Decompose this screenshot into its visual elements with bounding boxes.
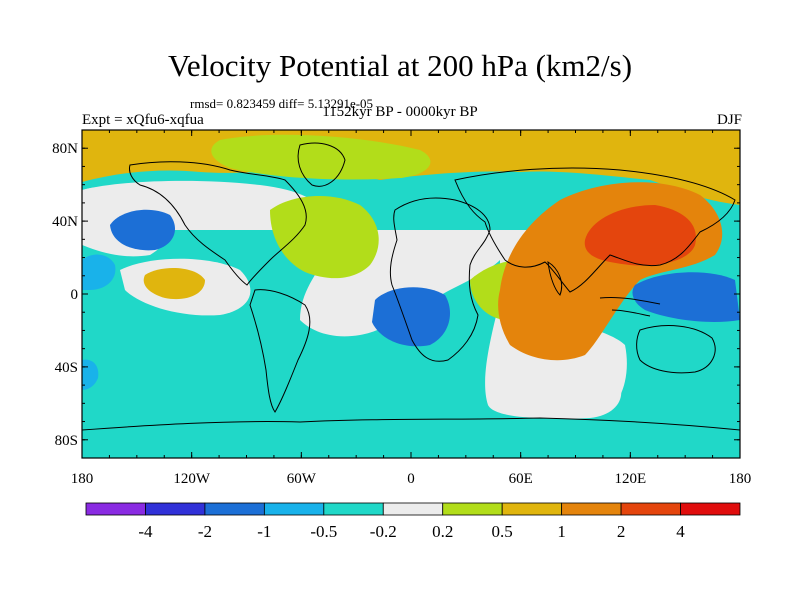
lat-tick-label: 40N (52, 214, 78, 230)
colorbar-swatch (501, 502, 563, 516)
lon-tick-label: 120W (173, 471, 211, 487)
lat-tick-label: 80N (52, 141, 78, 157)
colorbar-label: -2 (198, 522, 212, 541)
colorbar-swatch (145, 502, 206, 516)
colorbar-label: 1 (557, 522, 566, 541)
coast-antarctica (82, 417, 740, 431)
north-pacific-low (110, 209, 175, 251)
colorbar-swatch (323, 502, 384, 516)
coast-india (547, 261, 563, 296)
coast-indonesia (599, 297, 661, 317)
season-label: DJF (716, 112, 742, 128)
axis-ticks: 80N 40N 0 40S 80S 180 120W 60W 0 60E 120E 180 (52, 129, 752, 487)
southern-indian-neutral (488, 374, 622, 419)
coast-australia (636, 325, 716, 374)
lon-tick-label: 120E (614, 471, 646, 487)
lon-tick-label: 180 (71, 471, 94, 487)
stats-text: rmsd= 0.823459 diff= 5.13291e-05 (190, 96, 374, 111)
asia-maximum (584, 205, 696, 266)
colorbar-swatch (561, 502, 622, 516)
neutral-band (82, 180, 627, 418)
colorbar-swatch (382, 502, 444, 516)
pacific-warm-blob (143, 268, 205, 300)
lon-tick-label: 60E (509, 471, 533, 487)
colorbar-swatch (204, 502, 265, 516)
colorbar-swatch (680, 502, 741, 516)
coastlines (82, 142, 740, 431)
coast-south-america (249, 289, 311, 413)
coast-north-america (129, 161, 307, 286)
colorbar-label: -4 (138, 522, 153, 541)
colorbar: -4 -2 -1 -0.5 -0.2 0.2 0.5 1 2 4 (85, 502, 741, 541)
colorbar-swatch (442, 502, 503, 516)
contour-field (82, 130, 740, 458)
colorbar-swatch (620, 502, 681, 516)
colorbar-label: -1 (257, 522, 271, 541)
east-pacific-cyan (82, 254, 116, 290)
colorbar-label: 4 (676, 522, 685, 541)
atlantic-low (372, 287, 450, 347)
lon-tick-label: 60W (287, 471, 317, 487)
colorbar-swatch (263, 502, 325, 516)
west-pacific-low (632, 272, 740, 322)
coast-eurasia (454, 167, 736, 293)
colorbar-label: -0.5 (310, 522, 337, 541)
lat-tick-label: 0 (71, 287, 79, 303)
lon-tick-label: 180 (729, 471, 752, 487)
coast-greenland (297, 142, 346, 187)
colorbar-label: 0.5 (492, 522, 513, 541)
colorbar-swatch (85, 502, 146, 516)
coast-europe-africa (389, 197, 491, 362)
map-title: Velocity Potential at 200 hPa (km2/s) (167, 48, 633, 83)
period-text: 1152kyr BP - 0000kyr BP (322, 104, 478, 120)
lat-tick-label: 80S (55, 433, 78, 449)
colorbar-label: -0.2 (370, 522, 397, 541)
north-atlantic-positive (270, 195, 379, 279)
colorbar-label: 2 (617, 522, 626, 541)
colorbar-label: 0.2 (432, 522, 453, 541)
lon-tick-label: 0 (407, 471, 415, 487)
lat-tick-label: 40S (55, 360, 78, 376)
arctic-greenish (211, 134, 431, 180)
experiment-label: Expt = xQfu6-xqfua (82, 112, 204, 128)
